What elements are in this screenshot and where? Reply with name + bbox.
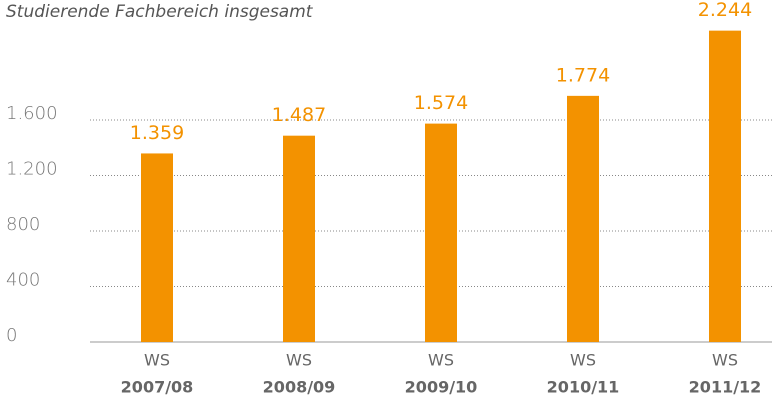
bar bbox=[709, 30, 741, 343]
y-tick-label: 400 bbox=[6, 270, 40, 291]
y-tick-label: 1.600 bbox=[6, 103, 58, 124]
x-tick-label: WS bbox=[570, 351, 596, 370]
chart-title: Studierende Fachbereich insgesamt bbox=[6, 2, 314, 22]
y-tick-label: 800 bbox=[6, 214, 40, 235]
value-label: 1.774 bbox=[556, 64, 610, 86]
bar bbox=[141, 153, 173, 342]
bar bbox=[283, 135, 315, 342]
x-tick-label: WS bbox=[712, 351, 738, 370]
value-label: 1.359 bbox=[130, 122, 184, 144]
x-tick-label: 2011/12 bbox=[689, 378, 762, 397]
y-tick-label: 0 bbox=[6, 325, 17, 346]
x-tick-label: WS bbox=[428, 351, 454, 370]
x-tick-label: 2009/10 bbox=[405, 378, 478, 397]
value-label: 1.574 bbox=[414, 92, 468, 114]
x-tick-label: 2007/08 bbox=[121, 378, 194, 397]
x-tick-label: 2008/09 bbox=[263, 378, 336, 397]
x-tick-label: WS bbox=[286, 351, 312, 370]
y-tick-label: 1.200 bbox=[6, 159, 58, 180]
bar bbox=[425, 123, 457, 342]
x-tick-label: 2010/11 bbox=[547, 378, 620, 397]
x-tick-label: WS bbox=[144, 351, 170, 370]
bar bbox=[567, 95, 599, 342]
value-label: 1.487 bbox=[272, 104, 326, 126]
value-label: 2.244 bbox=[698, 0, 752, 21]
